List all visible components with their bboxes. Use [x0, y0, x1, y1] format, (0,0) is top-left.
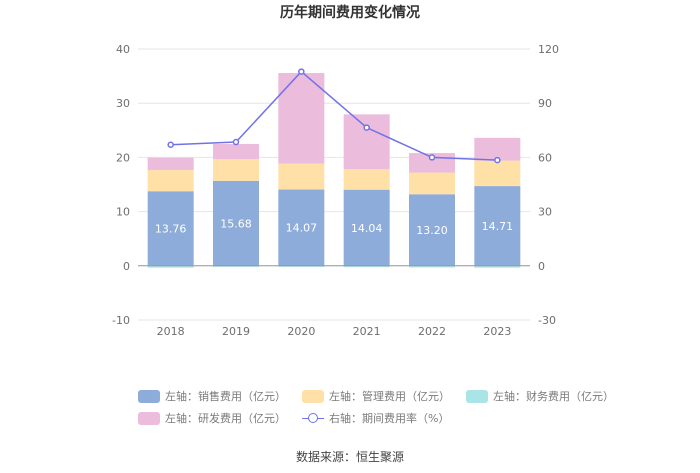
bar-labels: 13.76 15.68 14.07 14.04 13.20 14.71	[155, 217, 513, 237]
legend-label-rnd: 左轴：研发费用（亿元）	[165, 412, 286, 425]
right-tick-label: 120	[538, 43, 559, 56]
legend-label-admin: 左轴：管理费用（亿元）	[329, 390, 450, 403]
right-axis-ticks: -30 0 30 60 90 120	[538, 43, 559, 327]
bar-value-label: 14.71	[482, 220, 514, 233]
x-tick-label: 2018	[157, 325, 185, 338]
bar-segment	[343, 189, 390, 266]
bar-segment	[474, 160, 521, 187]
bar-segment-finance	[409, 265, 455, 268]
bar-segment	[278, 189, 325, 266]
rate-point	[363, 124, 370, 131]
bar-value-label: 14.07	[286, 222, 318, 235]
bar-segment	[213, 180, 259, 266]
x-tick-label: 2022	[418, 325, 446, 338]
legend-item-admin[interactable]: 左轴：管理费用（亿元）	[302, 388, 450, 404]
left-axis-ticks: -10 0 10 20 30 40	[112, 43, 130, 327]
bar-segment-finance	[213, 265, 259, 267]
right-tick-label: 0	[538, 260, 545, 273]
rate-point	[494, 156, 501, 164]
legend-item-rnd[interactable]: 左轴：研发费用（亿元）	[138, 410, 286, 426]
bar-segment	[147, 191, 194, 266]
data-source: 数据来源：恒生聚源	[295, 450, 404, 464]
bar-segment	[278, 163, 325, 190]
bar-segment	[343, 114, 390, 170]
left-tick-label: 0	[123, 260, 130, 273]
bar-segment	[343, 169, 390, 190]
left-tick-label: 20	[116, 151, 130, 164]
legend-swatch-finance	[466, 389, 488, 403]
bar-segment-finance	[474, 265, 521, 268]
x-tick-label: 2021	[353, 325, 381, 338]
legend-swatch-rate	[302, 412, 324, 425]
right-tick-label: 30	[538, 206, 552, 219]
left-tick-label: -10	[112, 314, 130, 327]
bar-value-label: 15.68	[220, 217, 252, 230]
bar-value-label: 13.20	[416, 224, 448, 237]
rate-line-path	[170, 70, 498, 161]
bar-segment	[474, 137, 521, 161]
bar-segment-finance	[278, 265, 325, 267]
x-tick-label: 2020	[287, 325, 315, 338]
legend-item-sales[interactable]: 左轴：销售费用（亿元）	[138, 388, 286, 404]
bar-segment	[213, 143, 259, 160]
rate-point	[428, 154, 436, 161]
legend-item-finance[interactable]: 左轴：财务费用（亿元）	[466, 388, 614, 404]
left-tick-label: 40	[116, 43, 130, 56]
bar-segment	[278, 73, 325, 164]
rate-point	[298, 68, 305, 75]
bar-segment	[474, 186, 521, 266]
bar-segment-finance	[147, 265, 194, 268]
legend: 左轴：销售费用（亿元） 左轴：管理费用（亿元） 左轴：财务费用（亿元） 左轴：研…	[138, 386, 614, 430]
legend-label-sales: 左轴：销售费用（亿元）	[165, 390, 286, 403]
rate-line	[167, 68, 501, 164]
right-tick-label: 60	[538, 151, 552, 164]
bar-segment-finance	[343, 265, 390, 268]
legend-swatch-admin	[302, 389, 324, 403]
bar-segment	[147, 170, 194, 192]
bar-segment	[409, 172, 455, 195]
chart-title: 历年期间费用变化情况	[280, 5, 420, 21]
grid-lines	[138, 48, 530, 321]
bar-value-label: 13.76	[155, 223, 187, 236]
bar-value-label: 14.04	[351, 222, 383, 235]
right-tick-label: 90	[538, 97, 552, 110]
legend-label-rate: 右轴：期间费用率（%）	[329, 412, 450, 425]
x-tick-label: 2019	[222, 325, 250, 338]
legend-label-finance: 左轴：财务费用（亿元）	[493, 390, 614, 403]
legend-item-rate[interactable]: 右轴：期间费用率（%）	[302, 410, 449, 426]
legend-swatch-sales	[138, 389, 160, 403]
x-tick-label: 2023	[483, 325, 511, 338]
rate-point	[167, 141, 174, 149]
bars	[147, 73, 521, 268]
rate-point	[232, 138, 240, 146]
bar-segment	[409, 194, 455, 266]
left-tick-label: 10	[116, 206, 130, 219]
bar-segment	[213, 159, 259, 181]
x-axis-ticks: 2018 2019 2020 2021 2022 2023	[157, 325, 512, 338]
right-tick-label: -30	[538, 314, 556, 327]
legend-swatch-rnd	[138, 411, 160, 425]
left-tick-label: 30	[116, 97, 130, 110]
bar-segment	[147, 157, 194, 171]
